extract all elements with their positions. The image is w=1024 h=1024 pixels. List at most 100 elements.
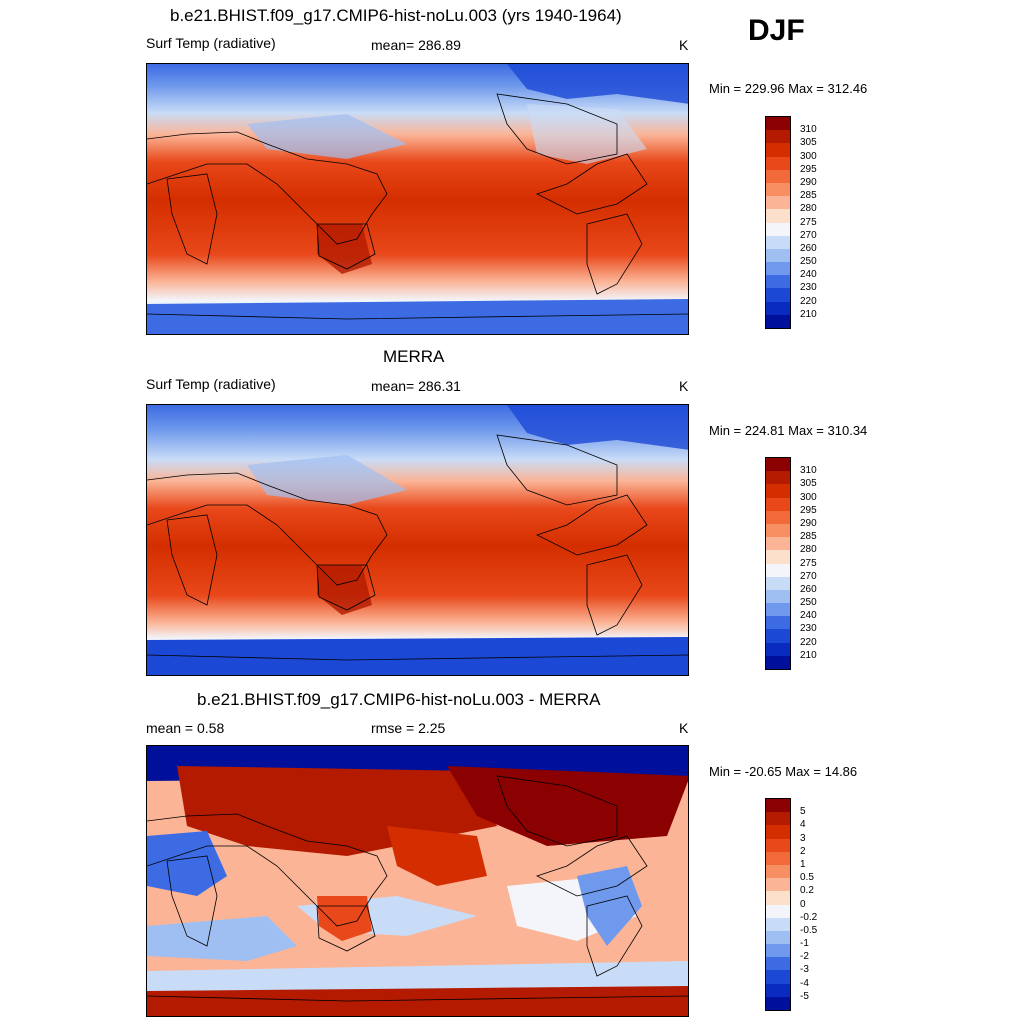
- panel-2-title: MERRA: [383, 347, 445, 366]
- colorbar-label: 4: [800, 819, 806, 831]
- colorbar-box: [766, 629, 790, 643]
- colorbar-box: [766, 248, 790, 263]
- panel-2-variable: Surf Temp (radiative): [146, 376, 276, 392]
- colorbar-label: 5: [800, 806, 806, 818]
- colorbar-box: [766, 262, 790, 276]
- colorbar-box: [766, 563, 790, 577]
- colorbar-label: 0.2: [800, 885, 814, 897]
- colorbar-box: [766, 523, 790, 538]
- colorbar-label: 270: [800, 229, 817, 241]
- colorbar-label: 220: [800, 295, 817, 307]
- panel-3-mean: mean = 0.58: [146, 720, 225, 736]
- colorbar-label: 260: [800, 242, 817, 254]
- colorbar-label: 240: [800, 610, 817, 622]
- colorbar-box: [766, 458, 790, 472]
- colorbar-label: 300: [800, 491, 817, 503]
- colorbar-label: -4: [800, 977, 809, 989]
- panel-2-unit: K: [679, 378, 689, 394]
- colorbar-box: [766, 117, 790, 131]
- panel-3-title: b.e21.BHIST.f09_g17.CMIP6-hist-noLu.003 …: [197, 690, 601, 709]
- colorbar-box: [766, 288, 790, 302]
- colorbar-label: 270: [800, 570, 817, 582]
- colorbar-label: -5: [800, 990, 809, 1002]
- colorbar-box: [766, 944, 790, 958]
- colorbar-label: 290: [800, 517, 817, 529]
- colorbar-label: 210: [800, 308, 817, 320]
- colorbar-label: 210: [800, 649, 817, 661]
- colorbar-label: 290: [800, 176, 817, 188]
- colorbar-box: [766, 484, 790, 498]
- colorbar-box: [766, 616, 790, 630]
- colorbar-label: 295: [800, 504, 817, 516]
- colorbar-box: [766, 983, 790, 997]
- colorbar-label: 310: [800, 124, 817, 136]
- colorbar-box: [766, 209, 790, 223]
- colorbar-box: [766, 864, 790, 879]
- colorbar-box: [766, 182, 790, 197]
- panel-1-unit: K: [679, 37, 689, 53]
- colorbar-label: 3: [800, 832, 806, 844]
- colorbar-box: [766, 130, 790, 144]
- colorbar-box: [766, 799, 790, 813]
- colorbar-box: [766, 970, 790, 984]
- colorbar-label: 305: [800, 137, 817, 149]
- colorbar-box: [766, 957, 790, 971]
- panel-2-map: [146, 404, 689, 676]
- panel-1-minmax: Min = 229.96 Max = 312.46: [709, 81, 868, 96]
- colorbar-label: 230: [800, 623, 817, 635]
- panel-3-minmax: Min = -20.65 Max = 14.86: [709, 764, 858, 779]
- colorbar-box: [766, 589, 790, 604]
- panel-3-map: [146, 745, 689, 1017]
- colorbar-label: 220: [800, 636, 817, 648]
- colorbar-box: [766, 930, 790, 945]
- colorbar-label: 285: [800, 190, 817, 202]
- colorbar-box: [766, 537, 790, 551]
- colorbar-label: 305: [800, 478, 817, 490]
- colorbar-box: [766, 878, 790, 892]
- colorbar-box: [766, 576, 790, 590]
- colorbar-label: 250: [800, 256, 817, 268]
- colorbar-label: 295: [800, 163, 817, 175]
- colorbar-box: [766, 904, 790, 918]
- colorbar-box: [766, 196, 790, 210]
- colorbar-label: 300: [800, 150, 817, 162]
- colorbar-box: [766, 891, 790, 905]
- colorbar-label: -0.2: [800, 911, 818, 923]
- colorbar-label: 250: [800, 597, 817, 609]
- colorbar-label: -2: [800, 951, 809, 963]
- colorbar-label: 275: [800, 216, 817, 228]
- colorbar-box: [766, 275, 790, 289]
- panel-1-variable: Surf Temp (radiative): [146, 35, 276, 51]
- colorbar-box: [766, 143, 790, 157]
- colorbar-box: [766, 169, 790, 183]
- colorbar-label: 240: [800, 269, 817, 281]
- colorbar-box: [766, 235, 790, 249]
- colorbar-label: 230: [800, 282, 817, 294]
- colorbar-label: -0.5: [800, 924, 818, 936]
- colorbar-label: 275: [800, 557, 817, 569]
- colorbar-box: [766, 603, 790, 617]
- colorbar-box: [766, 471, 790, 485]
- colorbar-label: 0.5: [800, 872, 814, 884]
- panel-3-unit: K: [679, 720, 689, 736]
- colorbar-box: [766, 642, 790, 656]
- colorbar-box: [766, 222, 790, 236]
- panel-2-minmax: Min = 224.81 Max = 310.34: [709, 423, 868, 438]
- panel-1-title: b.e21.BHIST.f09_g17.CMIP6-hist-noLu.003 …: [170, 6, 622, 25]
- colorbar-label: 0: [800, 898, 806, 910]
- colorbar-box: [766, 550, 790, 564]
- panel-2-mean: mean= 286.31: [371, 378, 461, 394]
- colorbar-label: 285: [800, 531, 817, 543]
- panel-3-colorbar: [765, 798, 791, 1011]
- colorbar-box: [766, 838, 790, 852]
- colorbar-box: [766, 655, 790, 669]
- colorbar-label: -3: [800, 964, 809, 976]
- colorbar-label: 2: [800, 845, 806, 857]
- colorbar-box: [766, 314, 790, 328]
- colorbar-box: [766, 156, 790, 170]
- colorbar-box: [766, 497, 790, 511]
- colorbar-label: -1: [800, 938, 809, 950]
- colorbar-label: 280: [800, 203, 817, 215]
- panel-1-mean: mean= 286.89: [371, 37, 461, 53]
- season-label: DJF: [748, 14, 805, 47]
